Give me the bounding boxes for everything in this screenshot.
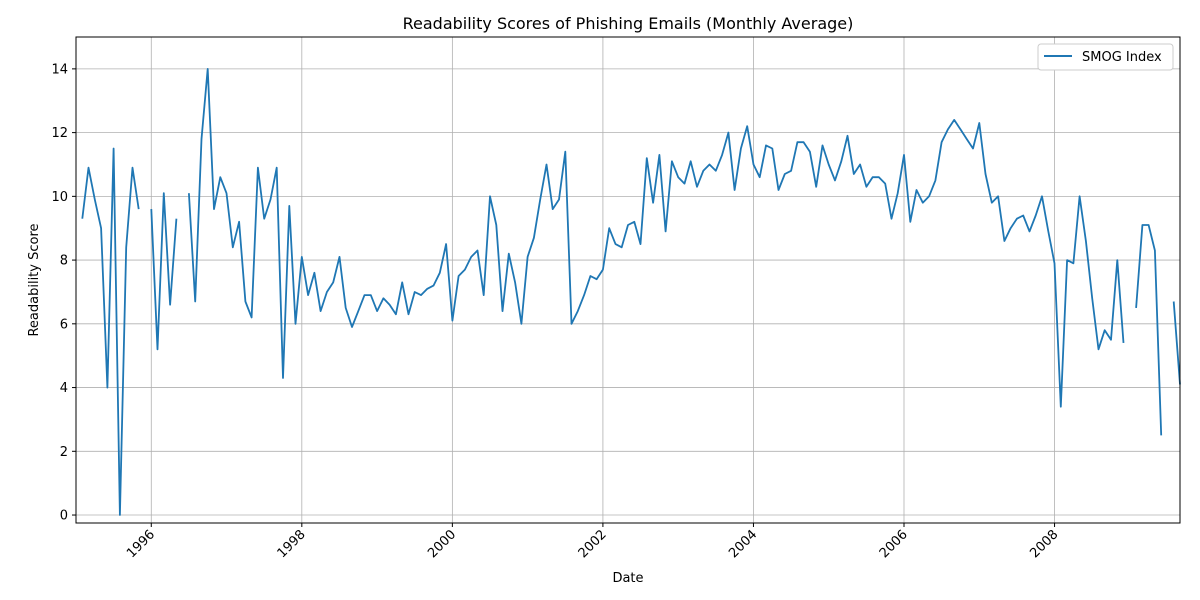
y-tick-label: 14	[51, 62, 68, 77]
chart-title: Readability Scores of Phishing Emails (M…	[403, 14, 854, 33]
y-tick-label: 6	[60, 317, 68, 332]
legend: SMOG Index	[1037, 43, 1174, 71]
plot-area-frame	[75, 36, 1181, 524]
x-axis-label: Date	[612, 571, 643, 586]
y-tick-label: 12	[51, 126, 68, 141]
legend-box	[1037, 43, 1174, 71]
series-layer	[81, 68, 1181, 516]
y-tick-label: 4	[60, 381, 68, 396]
y-tick-label: 0	[60, 509, 68, 524]
y-tick-label: 10	[51, 190, 68, 205]
legend-label-smog-index: SMOG Index	[1082, 50, 1162, 65]
y-tick-label: 8	[60, 254, 68, 269]
series-line-smog-index	[81, 68, 1181, 516]
grid-lines	[76, 37, 1180, 523]
y-axis-label: Readability Score	[27, 223, 42, 336]
y-tick-label: 2	[60, 445, 68, 460]
